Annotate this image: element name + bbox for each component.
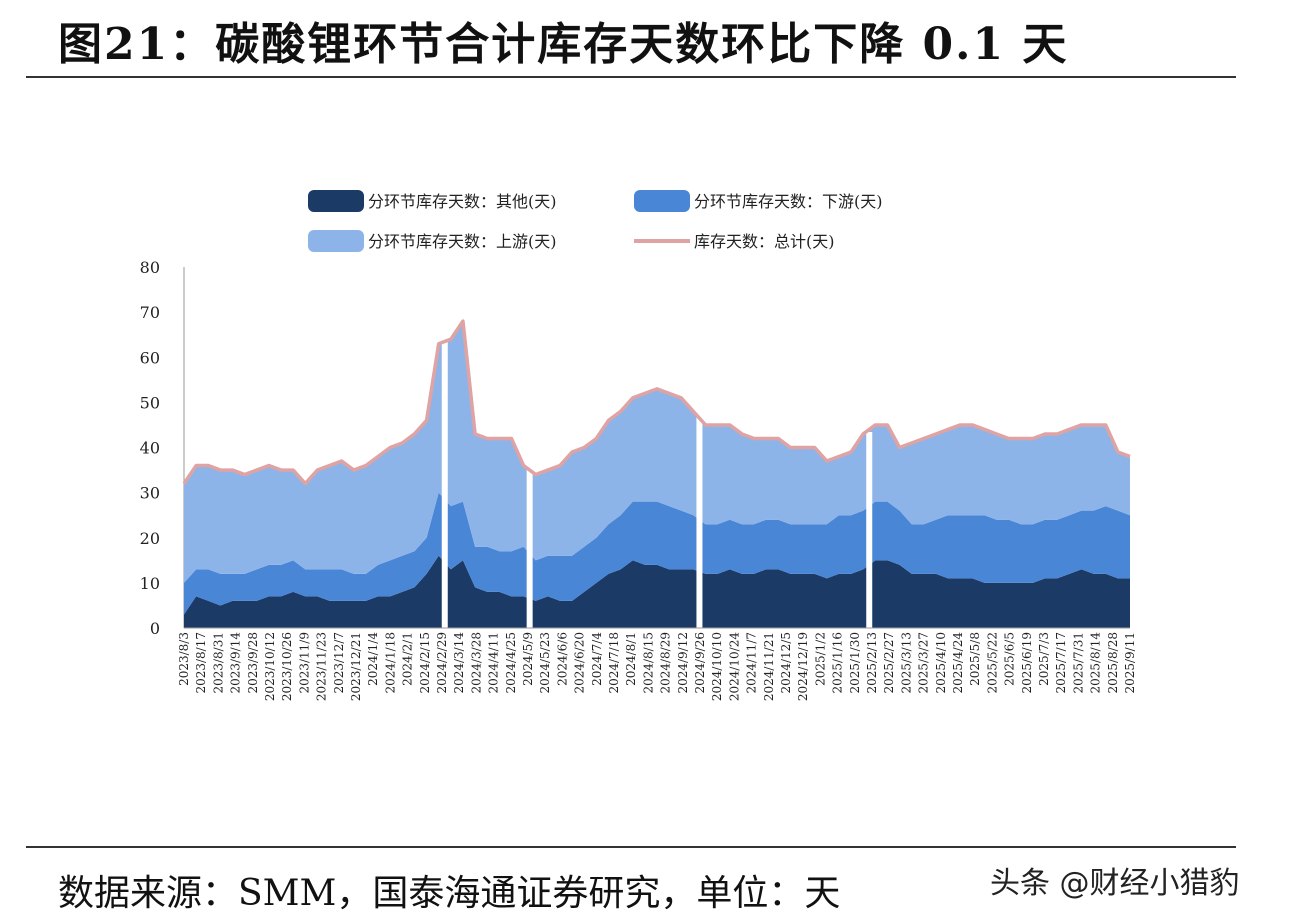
x-tick-label: 2024/9/26 <box>693 632 707 694</box>
x-tick-label: 2024/8/1 <box>624 632 638 686</box>
x-tick-label: 2025/9/11 <box>1123 632 1137 694</box>
legend-swatch-upstream <box>308 230 364 252</box>
area-other <box>184 555 1130 628</box>
x-tick-label: 2025/1/16 <box>831 632 845 694</box>
x-tick-label: 2024/12/19 <box>796 632 810 701</box>
x-tick-label: 2023/10/12 <box>263 632 277 701</box>
x-tick-label: 2024/2/1 <box>401 632 415 686</box>
x-tick-label: 2024/7/4 <box>590 632 604 686</box>
x-tick-label: 2025/5/8 <box>968 632 982 686</box>
x-tick-label: 2024/2/29 <box>435 632 449 694</box>
y-tick-label: 70 <box>140 303 160 322</box>
x-tick-label: 2025/8/14 <box>1089 632 1103 694</box>
y-tick-label: 20 <box>140 529 160 548</box>
y-tick-label: 80 <box>140 258 160 277</box>
y-axis: 0 10 20 30 40 50 60 70 80 <box>140 258 185 638</box>
x-tick-label: 2024/8/15 <box>641 632 655 694</box>
x-tick-label: 2025/3/13 <box>899 632 913 694</box>
x-tick-label: 2023/8/3 <box>177 632 191 686</box>
x-tick-label: 2023/8/17 <box>194 632 208 694</box>
x-tick-label: 2025/6/19 <box>1020 632 1034 694</box>
legend-label-total: 库存天数：总计(天) <box>694 232 835 251</box>
x-tick-label: 2025/1/2 <box>813 632 827 686</box>
y-tick-label: 60 <box>140 348 160 367</box>
y-tick-label: 0 <box>150 619 160 638</box>
x-tick-label: 2025/8/28 <box>1106 632 1120 694</box>
x-tick-label: 2024/4/11 <box>487 632 501 694</box>
x-tick-label: 2025/3/27 <box>917 632 931 694</box>
x-tick-label: 2024/5/9 <box>521 632 535 686</box>
legend-swatch-downstream <box>634 190 690 212</box>
legend-item-total: 库存天数：总计(天) <box>634 232 835 251</box>
x-axis: 2023/8/3 2023/8/17 2023/8/31 2023/9/14 2023/… <box>177 627 1137 702</box>
x-tick-label: 2024/10/10 <box>710 632 724 701</box>
x-tick-label: 2024/5/23 <box>538 632 552 694</box>
footer-divider <box>26 846 1236 848</box>
x-tick-label: 2024/10/24 <box>727 632 741 702</box>
source-note: 数据来源：SMM，国泰海通证券研究，单位：天 <box>58 873 841 914</box>
x-tick-label: 2024/1/18 <box>383 632 397 694</box>
area-downstream <box>184 492 1130 615</box>
x-tick-label: 2023/10/26 <box>280 632 294 701</box>
x-tick-label: 2024/7/18 <box>607 632 621 694</box>
legend-label-other: 分环节库存天数：其他(天) <box>368 192 557 211</box>
legend-item-upstream: 分环节库存天数：上游(天) <box>308 230 557 252</box>
area-upstream <box>184 321 1130 583</box>
legend-swatch-other <box>308 190 364 212</box>
series-gaps <box>441 341 873 628</box>
x-tick-label: 2024/3/28 <box>469 632 483 694</box>
inventory-days-chart: 分环节库存天数：其他(天) 分环节库存天数：下游(天) 分环节库存天数：上游(天… <box>140 190 1137 702</box>
y-tick-label: 30 <box>140 484 160 503</box>
total-line-group <box>182 319 1131 486</box>
x-tick-label: 2024/6/6 <box>555 632 569 686</box>
legend-item-other: 分环节库存天数：其他(天) <box>308 190 557 212</box>
x-tick-label: 2025/7/31 <box>1071 632 1085 694</box>
x-tick-label: 2023/8/31 <box>211 632 225 694</box>
x-tick-label: 2025/2/27 <box>882 632 896 694</box>
legend-item-downstream: 分环节库存天数：下游(天) <box>634 190 883 212</box>
x-tick-label: 2025/5/22 <box>985 632 999 694</box>
x-tick-label: 2025/4/10 <box>934 632 948 694</box>
chart-legend: 分环节库存天数：其他(天) 分环节库存天数：下游(天) 分环节库存天数：上游(天… <box>308 190 883 252</box>
x-tick-label: 2024/4/25 <box>504 632 518 694</box>
x-tick-label: 2023/12/21 <box>349 632 363 701</box>
x-tick-label: 2023/11/9 <box>297 632 311 694</box>
page-title: 图21：碳酸锂环节合计库存天数环比下降 0.1 天 <box>58 19 1069 70</box>
x-tick-label: 2024/1/4 <box>366 632 380 686</box>
x-tick-label: 2024/11/7 <box>745 632 759 694</box>
x-tick-label: 2024/11/21 <box>762 632 776 701</box>
legend-label-upstream: 分环节库存天数：上游(天) <box>368 232 557 251</box>
watermark: 头条 @财经小猎豹 <box>990 866 1240 901</box>
x-tick-label: 2023/11/23 <box>315 632 329 701</box>
x-tick-label: 2024/3/14 <box>452 632 466 694</box>
x-tick-label: 2025/1/30 <box>848 632 862 694</box>
y-tick-label: 50 <box>140 393 160 412</box>
x-tick-label: 2025/7/3 <box>1037 632 1051 686</box>
x-tick-label: 2024/8/29 <box>659 632 673 694</box>
x-tick-label: 2025/6/5 <box>1003 632 1017 686</box>
x-tick-label: 2024/2/15 <box>418 632 432 694</box>
x-tick-label: 2024/12/5 <box>779 632 793 694</box>
total-line <box>182 319 1131 486</box>
x-tick-label: 2025/7/17 <box>1054 632 1068 694</box>
y-tick-label: 40 <box>140 439 160 458</box>
x-tick-label: 2025/4/24 <box>951 632 965 694</box>
legend-label-downstream: 分环节库存天数：下游(天) <box>694 192 883 211</box>
title-divider <box>26 76 1236 78</box>
x-tick-label: 2023/9/28 <box>246 632 260 694</box>
x-tick-label: 2023/9/14 <box>229 632 243 694</box>
x-tick-label: 2024/6/20 <box>573 632 587 694</box>
x-tick-label: 2025/2/13 <box>865 632 879 694</box>
x-tick-label: 2024/9/12 <box>676 632 690 694</box>
stacked-areas <box>184 321 1130 628</box>
x-tick-label: 2023/12/7 <box>332 632 346 694</box>
y-tick-label: 10 <box>140 574 160 593</box>
